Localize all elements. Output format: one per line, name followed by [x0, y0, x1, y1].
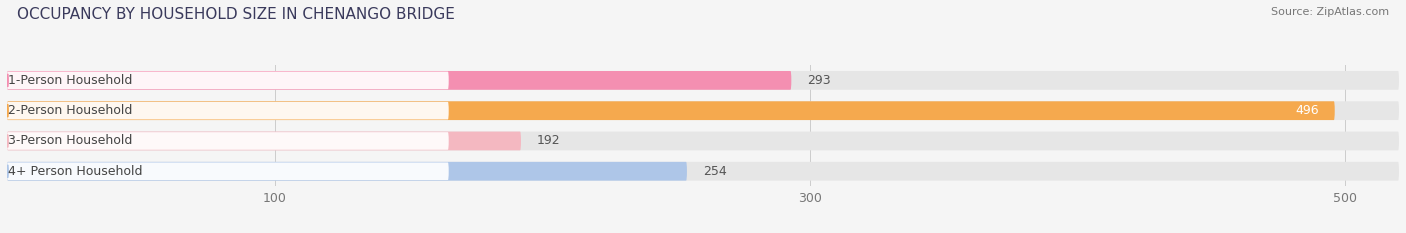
FancyBboxPatch shape — [7, 71, 1399, 90]
FancyBboxPatch shape — [7, 132, 522, 150]
Text: 496: 496 — [1295, 104, 1319, 117]
FancyBboxPatch shape — [7, 102, 449, 120]
FancyBboxPatch shape — [7, 162, 1399, 181]
FancyBboxPatch shape — [7, 72, 449, 89]
Text: 254: 254 — [703, 165, 727, 178]
Text: OCCUPANCY BY HOUSEHOLD SIZE IN CHENANGO BRIDGE: OCCUPANCY BY HOUSEHOLD SIZE IN CHENANGO … — [17, 7, 454, 22]
Text: 192: 192 — [537, 134, 561, 147]
FancyBboxPatch shape — [7, 162, 449, 180]
Text: 2-Person Household: 2-Person Household — [8, 104, 132, 117]
Text: 1-Person Household: 1-Person Household — [8, 74, 132, 87]
FancyBboxPatch shape — [7, 132, 1399, 150]
Text: 3-Person Household: 3-Person Household — [8, 134, 132, 147]
Text: Source: ZipAtlas.com: Source: ZipAtlas.com — [1271, 7, 1389, 17]
Text: 293: 293 — [807, 74, 831, 87]
FancyBboxPatch shape — [7, 132, 449, 150]
FancyBboxPatch shape — [7, 71, 792, 90]
Text: 4+ Person Household: 4+ Person Household — [8, 165, 143, 178]
FancyBboxPatch shape — [7, 162, 688, 181]
FancyBboxPatch shape — [7, 101, 1334, 120]
FancyBboxPatch shape — [7, 101, 1399, 120]
